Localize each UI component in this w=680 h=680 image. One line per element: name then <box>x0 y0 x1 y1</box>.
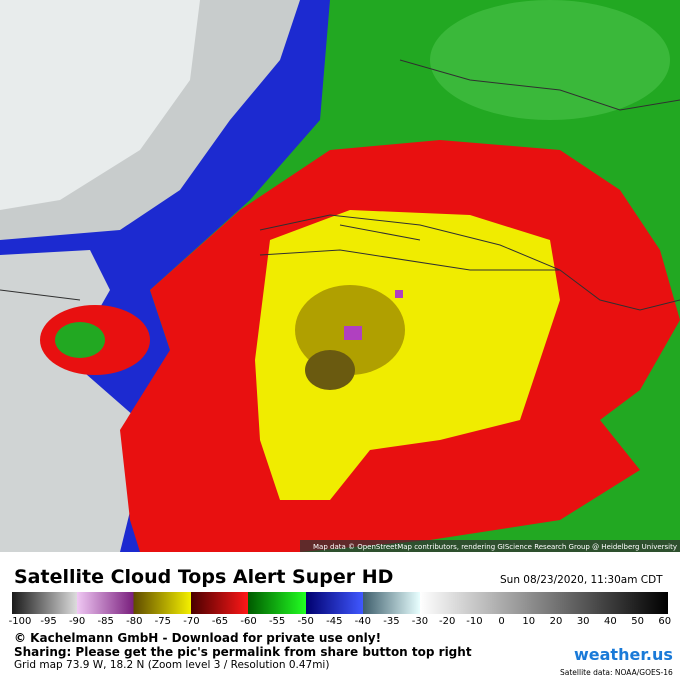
scale-tick-label: -80 <box>126 616 143 627</box>
scale-tick-label: -55 <box>268 616 286 627</box>
sharing: Sharing: Please get the pic's permalink … <box>14 645 472 659</box>
date: Sun 08/23/2020, 11:30am CDT <box>500 574 663 586</box>
title: Satellite Cloud Tops Alert Super HD <box>14 566 394 588</box>
scale-tick-label: -35 <box>383 616 400 627</box>
scale-tick-label: 0 <box>498 616 505 627</box>
scale-tick-label: -75 <box>154 616 172 627</box>
copyright: © Kachelmann GmbH - Download for private… <box>14 631 382 645</box>
attribution: Map data © OpenStreetMap contributors, r… <box>313 543 677 551</box>
cloud-green-light <box>430 0 670 120</box>
cloud-white <box>0 0 200 210</box>
scale-tick-label: 10 <box>522 616 536 627</box>
cloud-brown <box>305 350 355 390</box>
scale-tick-label: -40 <box>354 616 371 627</box>
grid-info: Grid map 73.9 W, 18.2 N (Zoom level 3 / … <box>14 659 330 671</box>
scale-tick-label: -30 <box>411 616 429 627</box>
scale-tick-label: 20 <box>549 616 563 627</box>
scale-tick-label: 30 <box>576 616 590 627</box>
scale-tick-label: -90 <box>68 616 86 627</box>
scale-tick-label: -70 <box>183 616 200 627</box>
cloud-purple <box>395 290 403 298</box>
logo[interactable]: weather.us <box>574 645 673 664</box>
scale-tick-label: 60 <box>658 616 672 627</box>
scale-tick-label: 40 <box>604 616 617 627</box>
cloud-yellow <box>255 210 560 500</box>
scale-tick-label: 50 <box>631 616 644 627</box>
scale-tick-label: -85 <box>97 616 114 627</box>
source: Satellite data: NOAA/GOES-16 <box>560 668 673 677</box>
scale-tick-label: -95 <box>40 616 57 627</box>
color-scale <box>12 592 668 614</box>
scale-tick-label: -60 <box>240 616 257 627</box>
satellite-map: Map data © OpenStreetMap contributors, r… <box>0 0 680 552</box>
scale-tick-label: -10 <box>466 616 483 627</box>
scale-tick-label: -65 <box>211 616 229 627</box>
coastline <box>0 59 680 311</box>
scale-tick-label: -50 <box>297 616 314 627</box>
cloud-gray-lower <box>0 250 150 552</box>
cloud-purple <box>344 326 362 340</box>
cloud-green-west <box>55 322 105 358</box>
scale-tick-label: -20 <box>439 616 456 627</box>
scale-ticks: -100 -95 -90 -85 -80 -75 -70 -65 -60 -55 -50 -45 -40… <box>0 616 680 630</box>
scale-tick-label: -45 <box>326 616 343 627</box>
scale-tick-label: -100 <box>8 616 32 627</box>
attribution-background <box>300 540 680 552</box>
